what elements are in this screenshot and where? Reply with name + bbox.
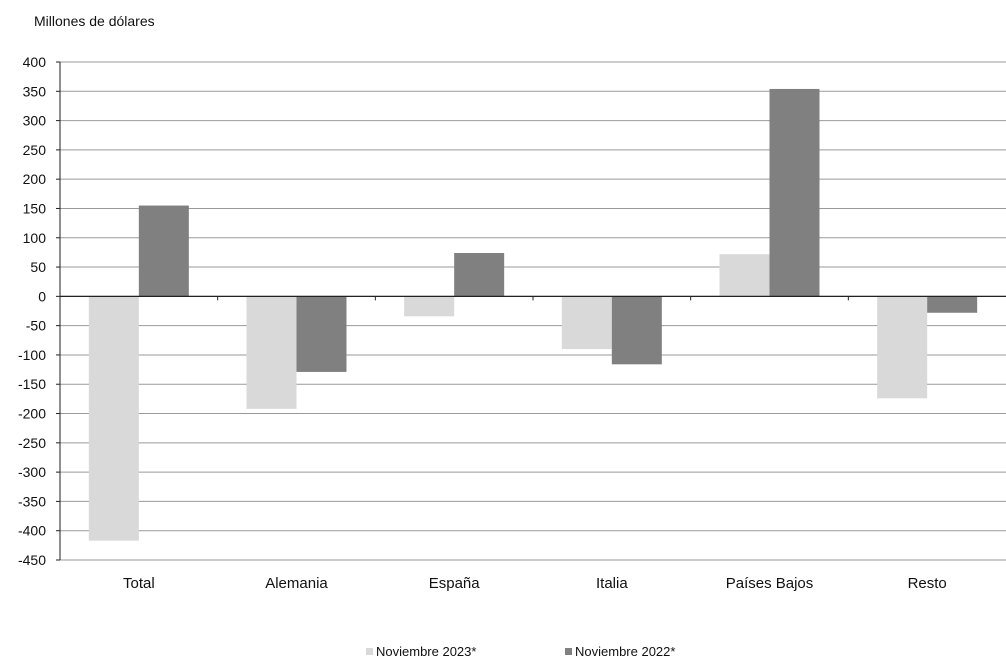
bar-series-1-4 xyxy=(719,254,770,297)
legend-item-series-1: Noviembre 2023* xyxy=(366,644,476,659)
legend: Noviembre 2023* Noviembre 2022* xyxy=(0,644,1006,660)
bar-series-1-5 xyxy=(877,296,928,399)
x-tick-label: Países Bajos xyxy=(726,575,814,592)
y-tick-label: 300 xyxy=(23,113,47,129)
y-tick-label: -100 xyxy=(18,347,46,363)
y-tick-label: -250 xyxy=(18,435,46,451)
y-tick-label: 350 xyxy=(23,83,47,99)
bar-chart: 400 350 300 250 200 150 100 50 0 -50 -100 -150 -200 -… xyxy=(18,54,1006,592)
y-tick-label: 150 xyxy=(23,200,47,216)
legend-label-series-2: Noviembre 2022* xyxy=(575,644,676,659)
y-tick-label: 50 xyxy=(30,259,46,275)
x-tick-label: España xyxy=(429,575,481,592)
y-axis-unit-label: Millones de dólares xyxy=(34,13,155,29)
bar-series-1-1 xyxy=(246,296,297,409)
y-tick-label: 200 xyxy=(23,171,47,187)
y-tick-label: 100 xyxy=(23,230,47,246)
bar-series-1-2 xyxy=(404,296,455,317)
bar-series-1-3 xyxy=(561,296,612,350)
bar-series-2-5 xyxy=(927,296,978,313)
y-tick-label: -400 xyxy=(18,523,46,539)
x-tick-label: Total xyxy=(123,575,155,592)
bar-series-2-4 xyxy=(769,88,820,297)
bar-series-2-1 xyxy=(296,296,347,372)
x-tick-label: Resto xyxy=(908,575,947,592)
y-tick-label: 250 xyxy=(23,142,47,158)
y-tick-label: -150 xyxy=(18,376,46,392)
bar-series-2-0 xyxy=(138,205,189,297)
bar-series-2-3 xyxy=(611,296,662,365)
y-tick-label: -350 xyxy=(18,493,46,509)
y-tick-label: 400 xyxy=(23,54,47,70)
y-tick-label: -50 xyxy=(26,318,46,334)
legend-swatch-series-2 xyxy=(565,648,572,655)
x-tick-label: Italia xyxy=(596,575,628,592)
legend-label-series-1: Noviembre 2023* xyxy=(376,644,477,659)
y-tick-label: -300 xyxy=(18,464,46,480)
legend-swatch-series-1 xyxy=(366,648,373,655)
y-tick-label: -200 xyxy=(18,406,46,422)
bar-series-1-0 xyxy=(88,296,139,541)
legend-item-series-2: Noviembre 2022* xyxy=(565,644,675,659)
bar-series-2-2 xyxy=(454,252,505,297)
y-tick-label: 0 xyxy=(38,288,46,304)
y-tick-label: -450 xyxy=(18,552,46,568)
x-tick-label: Alemania xyxy=(265,575,328,592)
